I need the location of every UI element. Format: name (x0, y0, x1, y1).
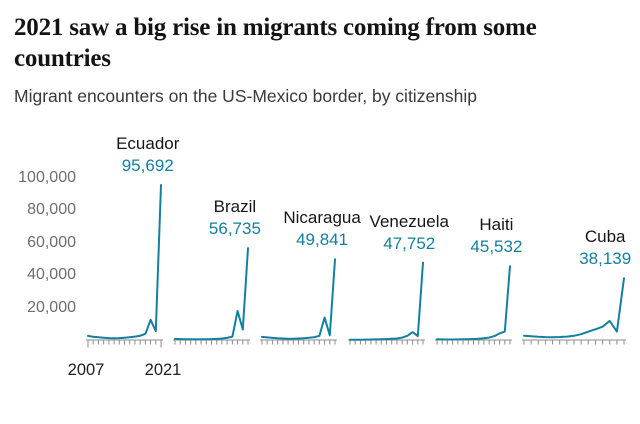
country-labels: Cuba 38,139 (579, 226, 631, 270)
country-value: 38,139 (579, 249, 632, 269)
sparkline (434, 265, 512, 345)
chart-title: 2021 saw a big rise in migrants coming f… (14, 14, 537, 72)
country-label: Brazil (213, 197, 257, 217)
chart-area: 100,000 80,000 60,000 40,000 20,000 Ecuador … (14, 123, 631, 385)
y-axis-label: 80,000 (27, 201, 76, 219)
chart-subtitle: Migrant encounters on the US-Mexico bord… (14, 86, 478, 106)
country-labels: Haiti 45,532 (470, 214, 522, 258)
country-value: 47,752 (383, 233, 436, 253)
country-labels: Brazil 56,735 (209, 196, 261, 240)
x-axis-ticks (523, 340, 625, 345)
data-line (522, 277, 625, 339)
x-axis-ticks (261, 340, 336, 345)
x-axis-ticks (87, 340, 162, 348)
sparkline (173, 247, 251, 345)
small-multiples: Ecuador 95,692 Brazil 56,735 Nicaragua 4… (86, 123, 631, 353)
x-axis-end-year: 2021 (144, 361, 182, 379)
data-line (87, 184, 162, 340)
country-labels: Venezuela 47,752 (370, 211, 449, 255)
country-panel: Nicaragua 49,841 (260, 123, 361, 353)
sparkline (347, 261, 425, 345)
country-labels: Ecuador 95,692 (116, 133, 179, 177)
x-axis-start-year: 2007 (67, 361, 105, 379)
country-panel: Haiti 45,532 (434, 123, 522, 353)
data-line (174, 247, 250, 341)
data-line (261, 258, 337, 340)
country-panel: Ecuador 95,692 (86, 123, 179, 353)
country-label: Cuba (584, 227, 626, 247)
country-label: Ecuador (116, 133, 180, 153)
y-axis-label: 100,000 (18, 169, 76, 186)
y-axis-label: 20,000 (27, 298, 76, 316)
country-value: 45,532 (470, 237, 523, 257)
x-axis-ticks (436, 340, 511, 345)
data-line (348, 261, 424, 341)
y-axis: 100,000 80,000 60,000 40,000 20,000 (14, 123, 76, 353)
country-value: 56,735 (208, 219, 261, 239)
sparkline (86, 184, 163, 348)
country-label: Venezuela (369, 211, 449, 231)
country-labels: Nicaragua 49,841 (283, 207, 361, 251)
country-label: Nicaragua (283, 208, 361, 228)
sparkline (521, 277, 626, 345)
country-label: Haiti (479, 215, 514, 235)
data-line (435, 265, 511, 341)
country-value: 95,692 (121, 155, 174, 175)
country-panel: Cuba 38,139 (521, 123, 631, 353)
x-axis-ticks (174, 340, 249, 345)
country-panel: Brazil 56,735 (173, 123, 261, 353)
x-axis-ticks (349, 340, 424, 345)
x-axis-years: 2007 2021 (68, 361, 182, 383)
y-axis-label: 40,000 (27, 266, 76, 284)
y-axis-label: 60,000 (27, 233, 76, 251)
sparkline (260, 258, 338, 345)
country-value: 49,841 (296, 230, 349, 250)
country-panel: Venezuela 47,752 (347, 123, 449, 353)
